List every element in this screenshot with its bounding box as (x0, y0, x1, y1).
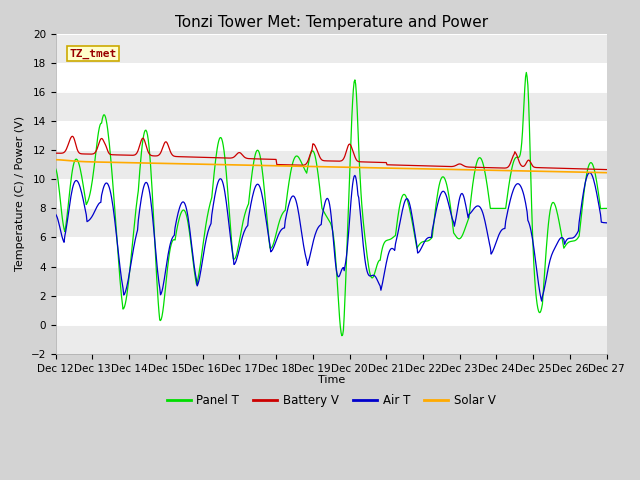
Bar (56, 92, 607, 121)
Air T (173, 217, 180, 223)
X-axis label: Time: Time (317, 375, 345, 385)
Air T (538, 298, 545, 304)
Panel T (554, 212, 561, 218)
Air T (603, 220, 611, 226)
Bar (56, 34, 607, 63)
Solar V (52, 157, 60, 163)
Solar V (431, 166, 438, 172)
Battery V (173, 154, 181, 159)
Air T (52, 211, 60, 217)
Panel T (338, 333, 346, 338)
Battery V (197, 155, 205, 160)
Line: Battery V: Battery V (56, 136, 607, 169)
Panel T (522, 70, 530, 75)
Air T (586, 170, 594, 176)
Legend: Panel T, Battery V, Air T, Solar V: Panel T, Battery V, Air T, Solar V (162, 389, 500, 412)
Air T (196, 271, 204, 276)
Air T (376, 283, 384, 289)
Bar (56, 324, 607, 354)
Battery V (603, 167, 611, 172)
Battery V (553, 165, 561, 171)
Air T (323, 196, 330, 202)
Bar (56, 266, 607, 296)
Panel T (431, 208, 439, 214)
Panel T (196, 262, 204, 268)
Panel T (603, 205, 611, 211)
Line: Air T: Air T (56, 173, 607, 301)
Title: Tonzi Tower Met: Temperature and Power: Tonzi Tower Met: Temperature and Power (175, 15, 488, 30)
Solar V (323, 164, 330, 170)
Solar V (552, 169, 560, 175)
Solar V (173, 161, 180, 167)
Battery V (431, 163, 439, 169)
Solar V (376, 165, 384, 171)
Air T (553, 241, 561, 247)
Battery V (68, 133, 76, 139)
Battery V (52, 150, 60, 156)
Bar (56, 150, 607, 180)
Solar V (603, 170, 611, 176)
Bar (56, 208, 607, 238)
Panel T (173, 228, 180, 234)
Solar V (196, 161, 204, 167)
Panel T (52, 166, 60, 172)
Panel T (377, 252, 385, 258)
Battery V (377, 159, 385, 165)
Line: Solar V: Solar V (56, 160, 607, 173)
Text: TZ_tmet: TZ_tmet (69, 48, 116, 59)
Air T (431, 216, 438, 222)
Battery V (323, 158, 331, 164)
Y-axis label: Temperature (C) / Power (V): Temperature (C) / Power (V) (15, 116, 25, 271)
Line: Panel T: Panel T (56, 72, 607, 336)
Panel T (323, 214, 330, 219)
